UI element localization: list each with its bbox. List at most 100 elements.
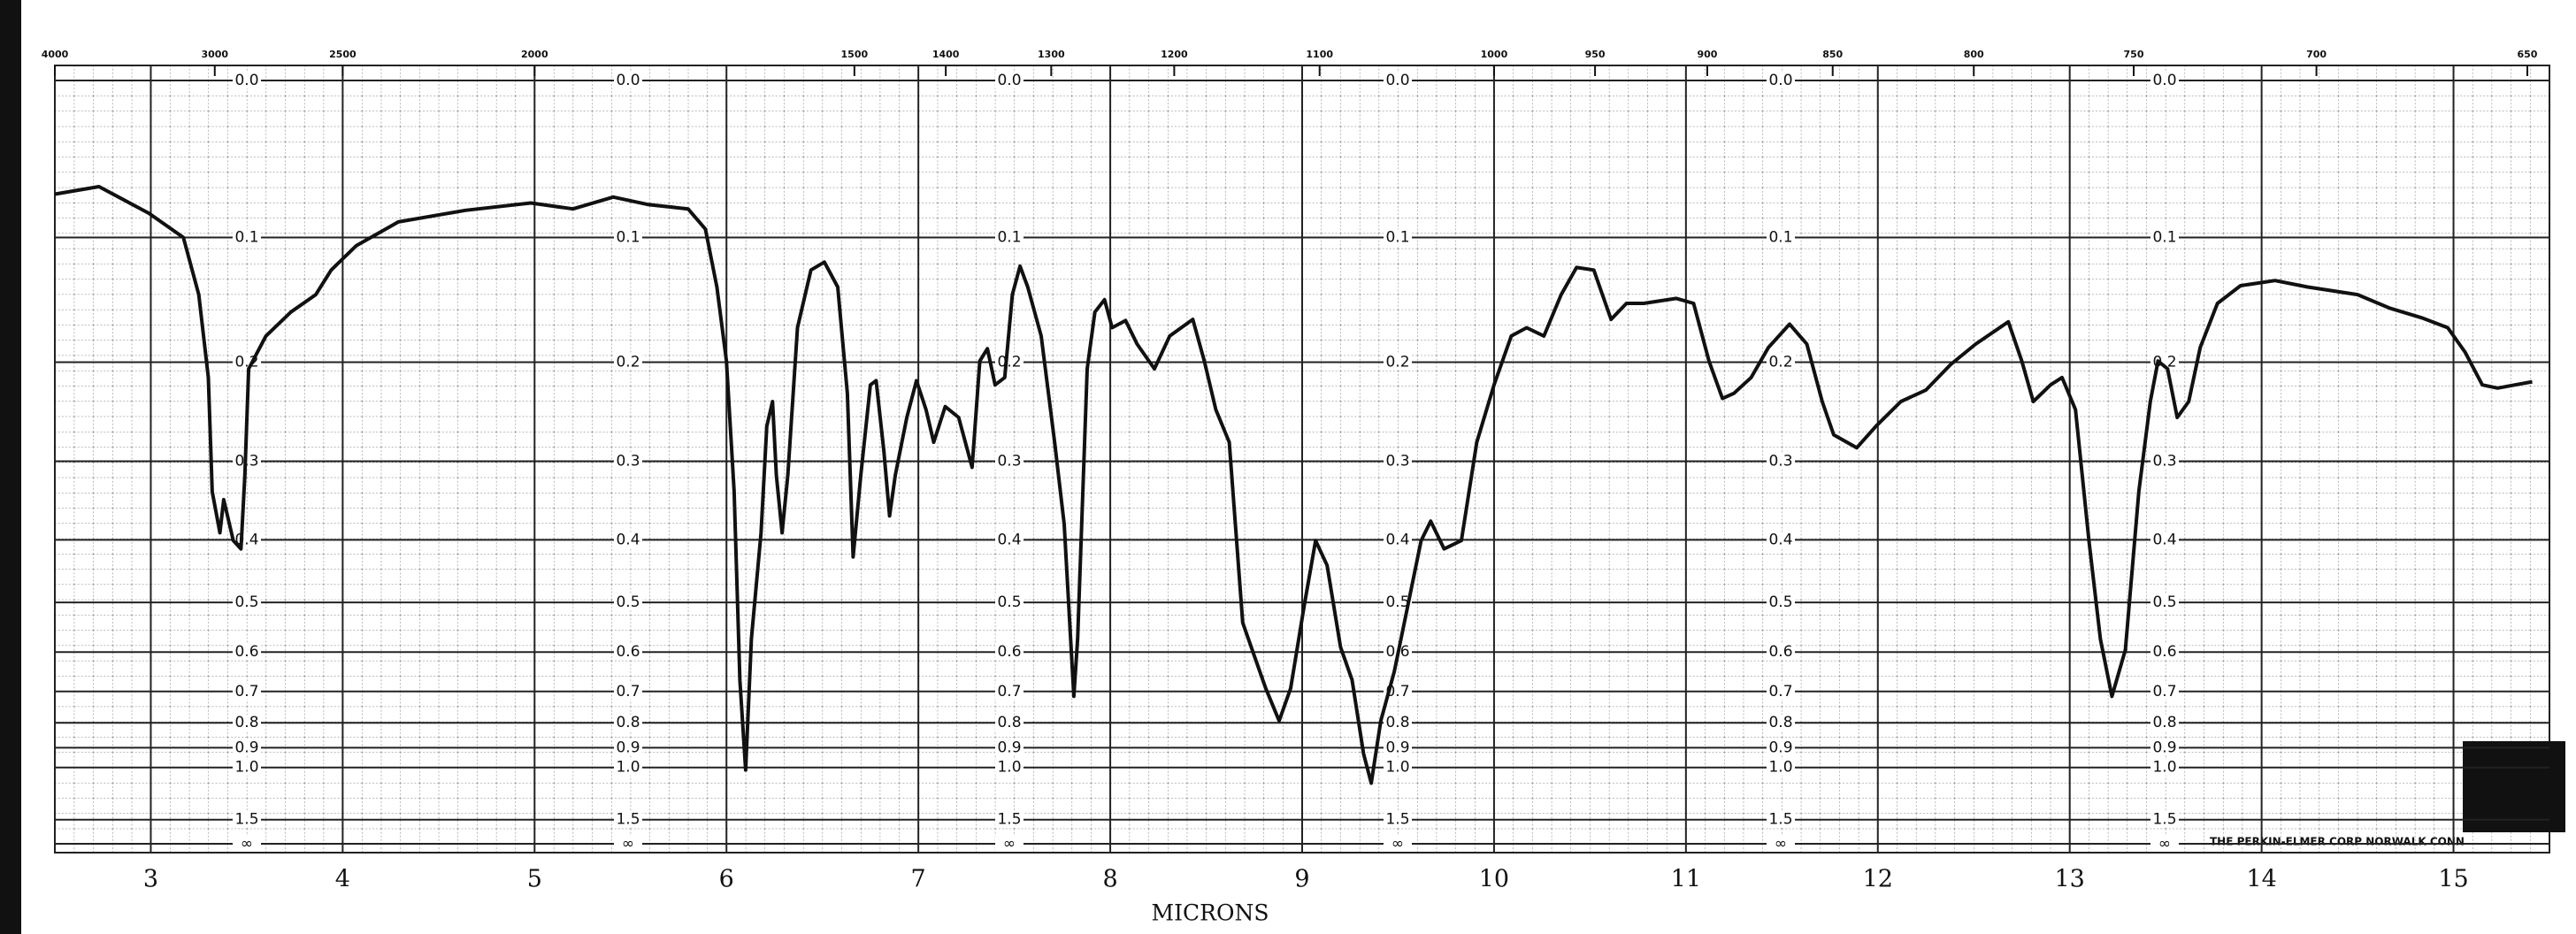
y-tick-label: ∞ — [2158, 835, 2171, 853]
label-backing — [2150, 683, 2179, 700]
y-tick-label: 0.2 — [1768, 353, 1792, 371]
y-tick-label: 1.5 — [2152, 811, 2176, 829]
y-tick-label: 0.9 — [997, 739, 1021, 756]
marks — [54, 185, 2533, 785]
label-backing — [995, 683, 1024, 700]
y-tick-label: ∞ — [1003, 835, 1016, 853]
y-tick-label: ∞ — [1775, 835, 1787, 853]
y-tick-label: 1.0 — [1768, 759, 1792, 777]
y-tick-label: 0.3 — [1768, 452, 1792, 470]
labels: 0.0 0.0 0.0 0.0 0.0 0.0 0.1 0.1 0.1 0.1 0.1 0.1 0.2 0… — [42, 49, 2538, 893]
y-tick-label: 0.2 — [616, 353, 640, 371]
label-backing — [2150, 759, 2179, 776]
y-tick-label: 0.3 — [2152, 452, 2176, 470]
y-tick-label: 0.5 — [2152, 593, 2176, 611]
y-tick-label: 0.6 — [1768, 643, 1792, 661]
y-tick-label: 1.5 — [234, 811, 258, 829]
y-tick-label: 0.9 — [1385, 739, 1409, 756]
label-backing — [2150, 644, 2179, 661]
label-backing — [1384, 73, 1412, 88]
y-tick-label: 0.8 — [2152, 714, 2176, 731]
y-tick-label: 0.8 — [616, 714, 640, 731]
spectrum-line — [54, 185, 2533, 785]
label-backing — [995, 759, 1024, 776]
label-backing — [2150, 739, 2179, 756]
y-tick-label: 0.4 — [1385, 531, 1409, 548]
x2-tick-label: 2500 — [329, 49, 356, 60]
x-tick-label: 15 — [2438, 866, 2468, 893]
y-tick-label: 1.5 — [1768, 811, 1792, 829]
y-tick-label: ∞ — [622, 835, 634, 853]
label-backing — [614, 759, 642, 776]
y-tick-label: 0.9 — [616, 739, 640, 756]
label-backing — [233, 683, 261, 700]
label-backing — [995, 644, 1024, 661]
label-backing — [995, 532, 1024, 548]
label-backing — [614, 73, 642, 88]
label-backing — [233, 759, 261, 776]
label-backing — [233, 811, 261, 828]
y-tick-label: 0.6 — [2152, 643, 2176, 661]
y-tick-label: 0.4 — [2152, 531, 2176, 548]
x-tick-label: 9 — [1294, 866, 1309, 893]
label-backing — [614, 715, 642, 731]
x-tick-label: 4 — [335, 866, 350, 893]
label-backing — [614, 811, 642, 828]
label-backing — [1767, 759, 1795, 776]
y-tick-label: 0.7 — [997, 683, 1021, 700]
label-backing — [1767, 594, 1795, 611]
label-backing — [614, 836, 642, 852]
x2-tick-label: 700 — [2306, 49, 2327, 60]
y-tick-label: 0.3 — [997, 452, 1021, 470]
x-axis-label: MICRONS — [1152, 900, 1269, 926]
y-tick-label: 0.0 — [997, 72, 1021, 89]
label-backing — [1384, 811, 1412, 828]
scan-edge — [0, 0, 21, 934]
y-tick-label: 1.0 — [616, 759, 640, 777]
x-tick-label: 7 — [911, 866, 926, 893]
x-tick-label: 11 — [1671, 866, 1701, 893]
y-tick-label: 0.9 — [1768, 739, 1792, 756]
label-backing — [2150, 836, 2179, 852]
x2-tick-label: 1500 — [841, 49, 869, 60]
label-backing — [1767, 532, 1795, 548]
y-tick-label: 0.0 — [1385, 72, 1409, 89]
label-backing — [995, 229, 1024, 246]
label-backing — [1767, 715, 1795, 731]
x-tick-label: 13 — [2055, 866, 2085, 893]
y-tick-label: 0.0 — [234, 72, 258, 89]
y-tick-label: 0.7 — [1768, 683, 1792, 700]
label-backing — [995, 354, 1024, 371]
ink-block — [2463, 741, 2565, 832]
label-backing — [2150, 229, 2179, 246]
x2-tick-label: 900 — [1697, 49, 1717, 60]
x2-tick-label: 1300 — [1038, 49, 1065, 60]
label-backing — [1767, 229, 1795, 246]
x-tick-label: 12 — [1863, 866, 1893, 893]
x2-tick-label: 650 — [2517, 49, 2537, 60]
label-backing — [233, 644, 261, 661]
label-backing — [1767, 836, 1795, 852]
label-backing — [995, 811, 1024, 828]
label-backing — [1384, 836, 1412, 852]
x-tick-label: 3 — [143, 866, 158, 893]
y-tick-label: 0.1 — [2152, 228, 2176, 246]
label-backing — [1384, 594, 1412, 611]
label-backing — [1384, 229, 1412, 246]
label-backing — [233, 739, 261, 756]
y-tick-label: 1.5 — [997, 811, 1021, 829]
label-backing — [614, 594, 642, 611]
x2-tick-label: 1400 — [932, 49, 960, 60]
y-tick-label: 0.2 — [1385, 353, 1409, 371]
label-backing — [1384, 739, 1412, 756]
x2-tick-label: 1000 — [1481, 49, 1508, 60]
x2-tick-label: 1100 — [1306, 49, 1333, 60]
label-backing — [2150, 715, 2179, 731]
y-tick-label: 0.5 — [616, 593, 640, 611]
x-tick-label: 6 — [719, 866, 734, 893]
x-tick-label: 8 — [1102, 866, 1117, 893]
label-backing — [233, 594, 261, 611]
label-backing — [614, 453, 642, 470]
label-backing — [995, 836, 1024, 852]
